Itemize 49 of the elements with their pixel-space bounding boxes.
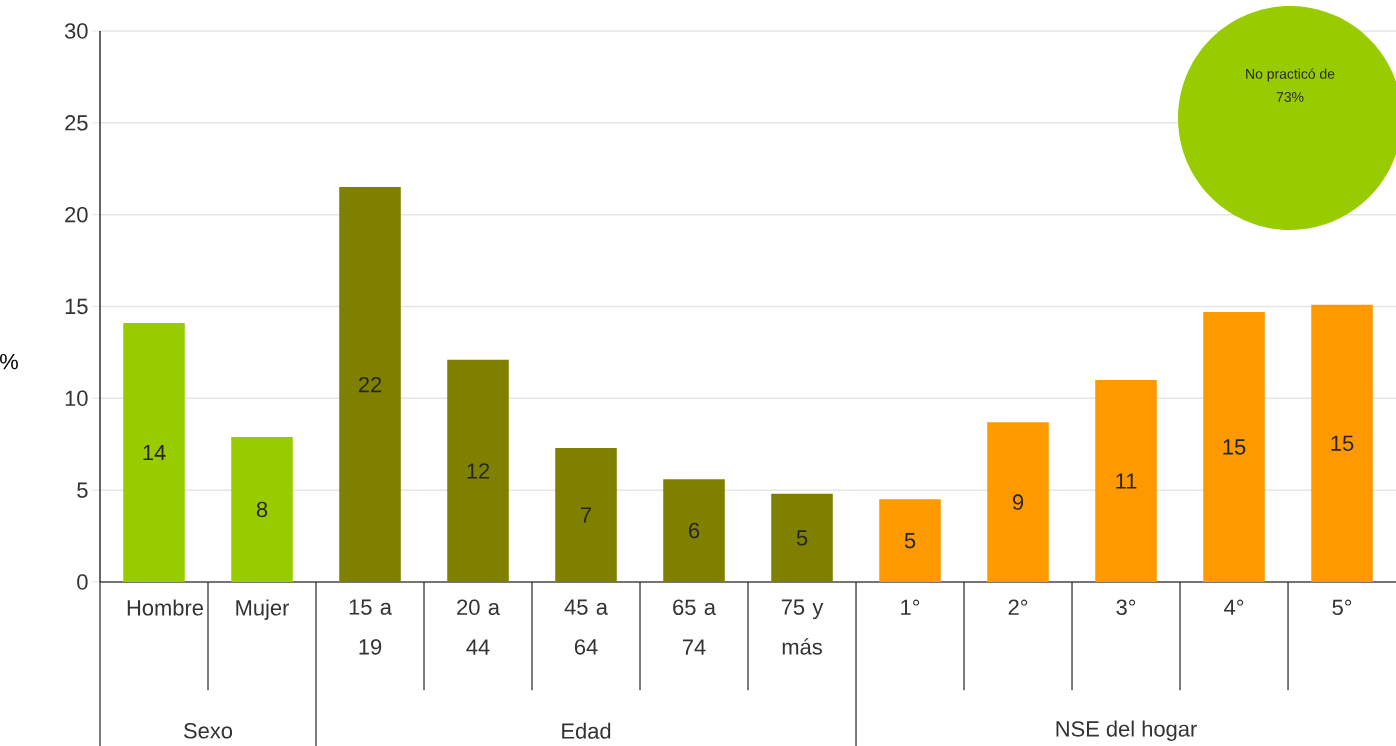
bar	[1203, 312, 1265, 582]
y-tick-label: 5	[77, 482, 88, 498]
bar	[771, 493, 833, 582]
data-label: 8	[256, 501, 268, 518]
data-label: 9	[1012, 494, 1024, 510]
x-tick-label: 15 a 19	[349, 599, 392, 655]
bar	[231, 436, 293, 582]
x-tick-label: Mujer	[236, 599, 290, 620]
bar	[447, 359, 509, 582]
bar	[1311, 304, 1373, 582]
annotation: No practicó de	[1246, 68, 1335, 82]
y-tick-label: 20	[65, 206, 88, 223]
data-label: 5	[796, 530, 808, 546]
data-label: 15	[1223, 439, 1246, 455]
data-label: 22	[358, 376, 382, 393]
bar	[987, 422, 1049, 582]
text: NSE del hogar	[1056, 720, 1197, 741]
y-axis-title: %	[0, 353, 18, 370]
bar	[555, 447, 617, 582]
x-tick-label: 45 a 64	[564, 599, 608, 655]
data-label: 14	[143, 444, 166, 461]
bar	[663, 479, 725, 582]
bar	[1095, 379, 1157, 582]
text: Edad	[562, 722, 611, 739]
x-tick-label: 4°	[1224, 599, 1244, 615]
bar	[339, 187, 401, 582]
data-label: 15	[1331, 435, 1354, 451]
text: Sexo	[184, 723, 233, 739]
y-tick-label: 30	[64, 23, 88, 39]
y-tick-label: 15	[65, 298, 88, 315]
data-label: 6	[689, 522, 700, 539]
x-tick-label: 1°	[901, 599, 920, 615]
data-label: 5	[904, 533, 916, 549]
x-tick-label: Hombre	[127, 599, 203, 616]
x-tick-label: 20 a 44	[457, 599, 500, 655]
x-tick-label: 5°	[1332, 599, 1352, 616]
data-label: 11	[1116, 473, 1137, 489]
bar	[879, 499, 941, 582]
x-tick-label: 3°	[1116, 599, 1136, 616]
y-tick-label: 0	[77, 574, 88, 590]
y-tick-label: 10	[65, 390, 88, 407]
x-tick-label: 65 a 74	[673, 599, 716, 655]
data-label: 12	[467, 463, 490, 479]
y-tick-label: 25	[65, 115, 88, 131]
data-label: 7	[581, 507, 592, 523]
bar	[123, 323, 185, 582]
x-tick-label: 2°	[1008, 599, 1028, 615]
annotation: 73%	[1276, 92, 1304, 102]
x-tick-label: 75 y más	[781, 599, 824, 655]
